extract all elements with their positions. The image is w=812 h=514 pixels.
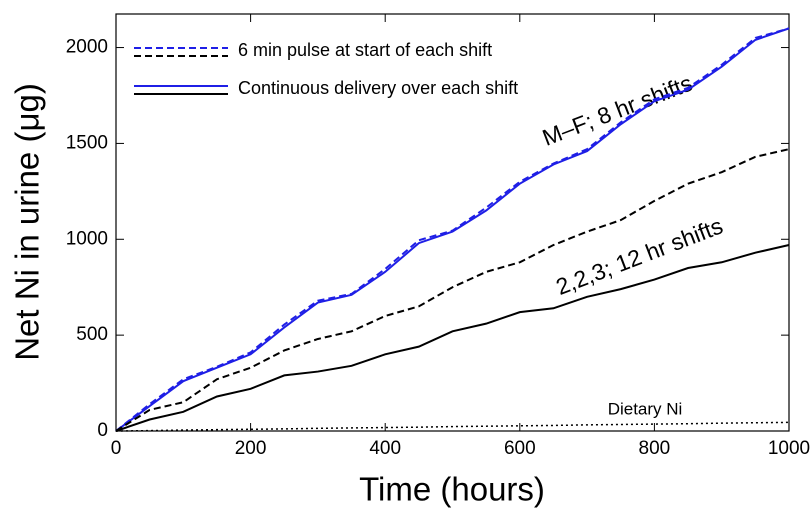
annotation: 2,2,3; 12 hr shifts	[552, 212, 726, 300]
annotation: M–F; 8 hr shifts	[539, 70, 696, 151]
series-line	[115, 27, 790, 432]
x-tick-label: 0	[111, 438, 122, 459]
x-tick-label: 800	[639, 438, 671, 459]
y-axis-label: Net Ni in urine (μg)	[9, 83, 46, 361]
x-tick-label: 600	[504, 438, 536, 459]
series-line	[115, 421, 790, 432]
legend-label: 6 min pulse at start of each shift	[238, 40, 492, 60]
x-axis-label: Time (hours)	[359, 471, 545, 508]
x-tick-label: 200	[235, 438, 267, 459]
y-tick-label: 0	[97, 420, 108, 441]
y-tick-label: 1500	[66, 132, 108, 153]
series-line	[115, 244, 790, 432]
series-line	[115, 148, 790, 432]
plot-frame	[115, 13, 790, 432]
y-tick-label: 1000	[66, 228, 108, 249]
x-tick-label: 1000	[768, 438, 810, 459]
y-tick-label: 2000	[66, 37, 108, 58]
legend-label: Continuous delivery over each shift	[238, 78, 518, 98]
x-tick-label: 400	[369, 438, 401, 459]
annotation: Dietary Ni	[608, 399, 683, 418]
y-tick-label: 500	[76, 324, 108, 345]
